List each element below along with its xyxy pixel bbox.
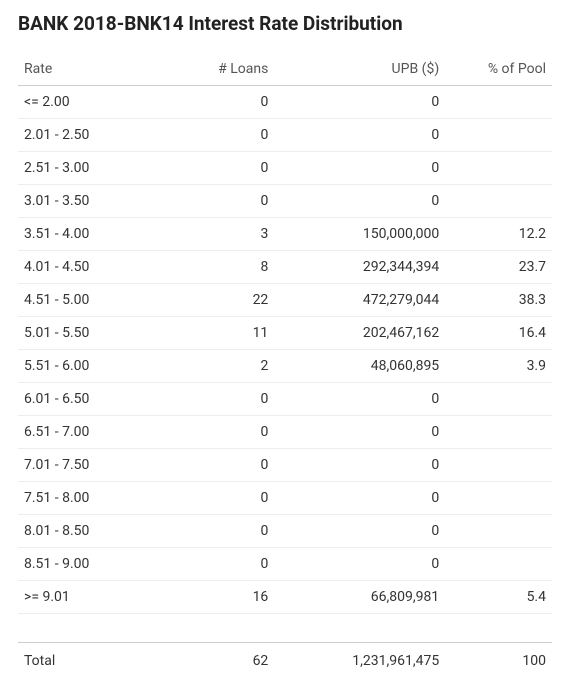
cell-upb: 0 xyxy=(274,383,445,416)
cell-rate: 2.51 - 3.00 xyxy=(18,152,168,185)
rate-distribution-table: Rate # Loans UPB ($) % of Pool <= 2.0000… xyxy=(18,53,552,677)
cell-upb: 292,344,394 xyxy=(274,251,445,284)
cell-pct: 23.7 xyxy=(445,251,552,284)
cell-loans: 0 xyxy=(168,449,275,482)
cell-rate: 2.01 - 2.50 xyxy=(18,119,168,152)
cell-loans: 8 xyxy=(168,251,275,284)
cell-upb: 202,467,162 xyxy=(274,317,445,350)
cell-pct xyxy=(445,515,552,548)
cell-rate: <= 2.00 xyxy=(18,86,168,119)
table-row: 5.51 - 6.00248,060,8953.9 xyxy=(18,350,552,383)
cell-pct xyxy=(445,185,552,218)
cell-pct xyxy=(445,152,552,185)
col-header-upb: UPB ($) xyxy=(274,53,445,86)
table-row: 8.51 - 9.0000 xyxy=(18,548,552,581)
table-row: 5.01 - 5.5011202,467,16216.4 xyxy=(18,317,552,350)
table-row: <= 2.0000 xyxy=(18,86,552,119)
spacer-cell xyxy=(168,614,275,643)
cell-rate: 6.51 - 7.00 xyxy=(18,416,168,449)
cell-upb: 0 xyxy=(274,119,445,152)
total-pct: 100 xyxy=(445,643,552,677)
cell-loans: 11 xyxy=(168,317,275,350)
cell-upb: 48,060,895 xyxy=(274,350,445,383)
cell-rate: 3.01 - 3.50 xyxy=(18,185,168,218)
cell-loans: 0 xyxy=(168,185,275,218)
cell-pct xyxy=(445,482,552,515)
table-row: 6.01 - 6.5000 xyxy=(18,383,552,416)
cell-loans: 0 xyxy=(168,515,275,548)
cell-pct xyxy=(445,86,552,119)
cell-pct xyxy=(445,416,552,449)
total-loans: 62 xyxy=(168,643,275,677)
cell-rate: 4.01 - 4.50 xyxy=(18,251,168,284)
cell-loans: 22 xyxy=(168,284,275,317)
cell-rate: >= 9.01 xyxy=(18,581,168,614)
table-row: 4.51 - 5.0022472,279,04438.3 xyxy=(18,284,552,317)
table-row: 2.51 - 3.0000 xyxy=(18,152,552,185)
cell-loans: 0 xyxy=(168,383,275,416)
cell-rate: 3.51 - 4.00 xyxy=(18,218,168,251)
cell-pct: 16.4 xyxy=(445,317,552,350)
table-row: 8.01 - 8.5000 xyxy=(18,515,552,548)
table-spacer-row xyxy=(18,614,552,643)
table-row: 7.01 - 7.5000 xyxy=(18,449,552,482)
cell-rate: 6.01 - 6.50 xyxy=(18,383,168,416)
cell-loans: 2 xyxy=(168,350,275,383)
cell-pct: 12.2 xyxy=(445,218,552,251)
table-row: 2.01 - 2.5000 xyxy=(18,119,552,152)
cell-loans: 3 xyxy=(168,218,275,251)
cell-rate: 5.01 - 5.50 xyxy=(18,317,168,350)
cell-pct xyxy=(445,548,552,581)
cell-loans: 0 xyxy=(168,482,275,515)
cell-pct xyxy=(445,383,552,416)
cell-rate: 8.01 - 8.50 xyxy=(18,515,168,548)
cell-pct: 38.3 xyxy=(445,284,552,317)
cell-upb: 0 xyxy=(274,185,445,218)
table-row: 3.51 - 4.003150,000,00012.2 xyxy=(18,218,552,251)
cell-loans: 0 xyxy=(168,152,275,185)
cell-upb: 0 xyxy=(274,515,445,548)
cell-upb: 0 xyxy=(274,482,445,515)
cell-pct: 3.9 xyxy=(445,350,552,383)
page-title: BANK 2018-BNK14 Interest Rate Distributi… xyxy=(18,12,552,35)
table-total-row: Total 62 1,231,961,475 100 xyxy=(18,643,552,677)
cell-upb: 150,000,000 xyxy=(274,218,445,251)
cell-rate: 7.51 - 8.00 xyxy=(18,482,168,515)
cell-loans: 0 xyxy=(168,119,275,152)
cell-rate: 7.01 - 7.50 xyxy=(18,449,168,482)
cell-rate: 4.51 - 5.00 xyxy=(18,284,168,317)
cell-upb: 472,279,044 xyxy=(274,284,445,317)
col-header-rate: Rate xyxy=(18,53,168,86)
cell-rate: 5.51 - 6.00 xyxy=(18,350,168,383)
col-header-loans: # Loans xyxy=(168,53,275,86)
cell-loans: 0 xyxy=(168,86,275,119)
spacer-cell xyxy=(445,614,552,643)
cell-upb: 0 xyxy=(274,416,445,449)
total-label: Total xyxy=(18,643,168,677)
total-upb: 1,231,961,475 xyxy=(274,643,445,677)
table-row: >= 9.011666,809,9815.4 xyxy=(18,581,552,614)
cell-pct: 5.4 xyxy=(445,581,552,614)
table-row: 4.01 - 4.508292,344,39423.7 xyxy=(18,251,552,284)
spacer-cell xyxy=(18,614,168,643)
cell-pct xyxy=(445,119,552,152)
cell-loans: 16 xyxy=(168,581,275,614)
table-row: 7.51 - 8.0000 xyxy=(18,482,552,515)
cell-rate: 8.51 - 9.00 xyxy=(18,548,168,581)
table-header-row: Rate # Loans UPB ($) % of Pool xyxy=(18,53,552,86)
cell-loans: 0 xyxy=(168,548,275,581)
cell-upb: 66,809,981 xyxy=(274,581,445,614)
table-row: 3.01 - 3.5000 xyxy=(18,185,552,218)
cell-loans: 0 xyxy=(168,416,275,449)
spacer-cell xyxy=(274,614,445,643)
cell-upb: 0 xyxy=(274,548,445,581)
cell-upb: 0 xyxy=(274,86,445,119)
table-row: 6.51 - 7.0000 xyxy=(18,416,552,449)
cell-upb: 0 xyxy=(274,152,445,185)
cell-pct xyxy=(445,449,552,482)
cell-upb: 0 xyxy=(274,449,445,482)
col-header-pct: % of Pool xyxy=(445,53,552,86)
